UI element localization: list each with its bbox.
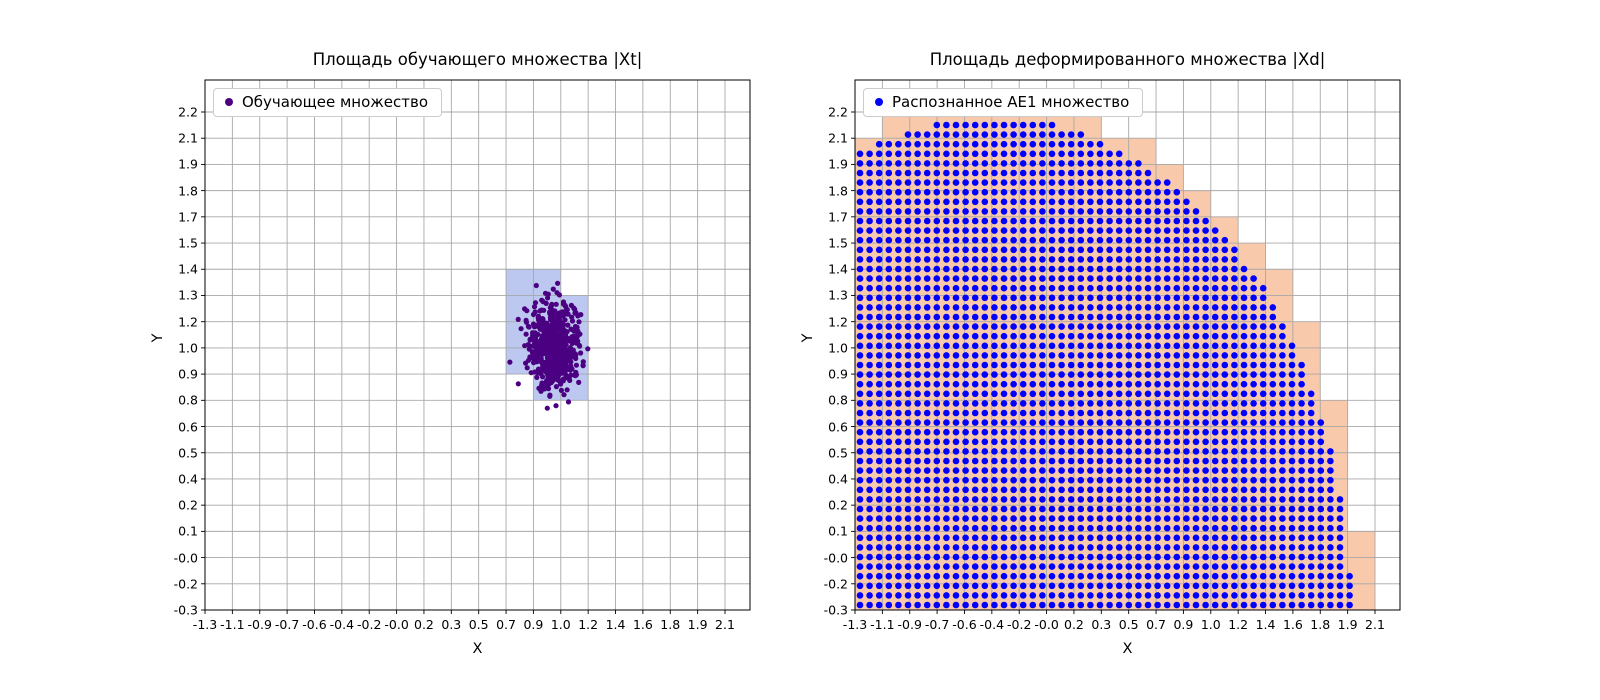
- legend-label: Распознанное AE1 множество: [892, 93, 1130, 111]
- legend-marker-dot: [225, 98, 233, 106]
- x-axis-tick-labels: -1.3 -1.1 -0.9 -0.7 -0.6 -0.4 -0.2 -0.0 0.2 0.3 0.…: [843, 617, 1400, 635]
- y-tick-label: 1.2: [178, 314, 198, 330]
- y-tick-label: -0.3: [173, 602, 198, 618]
- x-tick-label: 1.6: [632, 617, 653, 632]
- x-axis-label: X: [1122, 641, 1133, 657]
- x-tick-label: 1.0: [550, 617, 571, 632]
- x-tick-label: 1.4: [1255, 617, 1276, 632]
- y-tick-label: 0.2: [828, 497, 848, 513]
- x-tick-label: 1.0: [1200, 617, 1221, 632]
- y-tick-label: -0.2: [823, 576, 848, 592]
- x-axis-tick-labels: -1.3 -1.1 -0.9 -0.7 -0.6 -0.4 -0.2 -0.0 0.2 0.3 0.…: [193, 617, 750, 635]
- y-tick-label: 1.8: [178, 183, 198, 199]
- x-tick-label: -1.1: [220, 617, 245, 632]
- y-tick-label: 2.2: [178, 104, 198, 120]
- y-tick-label: 0.5: [178, 445, 198, 461]
- y-tick-label: 1.0: [178, 340, 198, 356]
- x-tick-label: 2.1: [715, 617, 735, 632]
- x-tick-label: 0.2: [1063, 617, 1084, 632]
- x-tick-label: 1.4: [605, 617, 626, 632]
- y-tick-label: 0.4: [828, 471, 848, 487]
- y-tick-label: 0.1: [828, 523, 848, 539]
- y-tick-label: 1.7: [828, 209, 848, 225]
- y-tick-label: -0.0: [173, 550, 198, 566]
- y-tick-label: 1.9: [178, 156, 198, 172]
- x-tick-label: 0.5: [468, 617, 489, 632]
- y-tick-label: 1.3: [828, 287, 848, 303]
- x-tick-label: -0.7: [274, 617, 300, 632]
- y-tick-label: 2.1: [828, 130, 848, 146]
- y-tick-label: 0.5: [828, 445, 848, 461]
- x-tick-label: -0.0: [384, 617, 409, 632]
- y-tick-label: 0.4: [178, 471, 198, 487]
- x-tick-label: 0.9: [523, 617, 544, 632]
- x-tick-label: -0.7: [924, 617, 950, 632]
- y-tick-label: 1.5: [178, 235, 198, 251]
- x-tick-label: 0.5: [1118, 617, 1139, 632]
- y-tick-label: 2.1: [178, 130, 198, 146]
- x-tick-label: -0.4: [329, 617, 355, 632]
- legend-marker-dot: [875, 98, 883, 106]
- x-tick-label: -0.0: [1034, 617, 1059, 632]
- y-tick-label: 1.3: [178, 287, 198, 303]
- y-axis-tick-labels: -0.3 -0.2 -0.0 0.1 0.2 0.4 0.5 0.6 0.8 0.9 1.0 1.2 1…: [134, 80, 198, 618]
- x-tick-label: -0.2: [1007, 617, 1032, 632]
- x-tick-label: 0.7: [1146, 617, 1166, 632]
- x-tick-label: 1.6: [1282, 617, 1303, 632]
- x-tick-label: 1.9: [687, 617, 708, 632]
- y-tick-label: -0.0: [823, 550, 848, 566]
- plot-area: Обучающее множество: [201, 79, 751, 614]
- x-tick-label: -0.6: [302, 617, 327, 632]
- y-tick-label: 2.2: [828, 104, 848, 120]
- y-tick-label: 1.5: [828, 235, 848, 251]
- y-tick-label: 0.8: [828, 392, 848, 408]
- y-tick-label: 0.8: [178, 392, 198, 408]
- legend-label: Обучающее множество: [242, 93, 429, 111]
- plot-area: Распознанное AE1 множество: [851, 79, 1401, 614]
- x-tick-label: 2.1: [1365, 617, 1385, 632]
- y-axis-tick-labels: -0.3 -0.2 -0.0 0.1 0.2 0.4 0.5 0.6 0.8 0.9 1.0 1.2 1…: [784, 80, 848, 618]
- x-tick-label: 0.3: [441, 617, 462, 632]
- y-tick-label: 0.6: [178, 419, 198, 435]
- y-tick-label: 0.6: [828, 419, 848, 435]
- x-tick-label: -1.3: [192, 617, 218, 632]
- y-tick-label: -0.2: [173, 576, 198, 592]
- y-tick-label: 1.7: [178, 209, 198, 225]
- x-tick-label: -1.1: [870, 617, 895, 632]
- y-tick-label: 1.4: [828, 261, 848, 277]
- x-tick-label: -0.2: [357, 617, 382, 632]
- x-axis-label: X: [472, 641, 483, 657]
- plot-canvas: [201, 79, 751, 614]
- y-tick-label: 0.9: [178, 366, 198, 382]
- y-tick-label: 0.1: [178, 523, 198, 539]
- y-tick-label: 1.8: [828, 183, 848, 199]
- x-tick-label: 1.9: [1337, 617, 1358, 632]
- y-tick-label: 0.9: [828, 366, 848, 382]
- x-tick-label: -1.3: [842, 617, 868, 632]
- legend: Распознанное AE1 множество: [863, 88, 1144, 117]
- plot-canvas: [851, 79, 1401, 614]
- y-tick-label: 1.2: [828, 314, 848, 330]
- legend: Обучающее множество: [213, 88, 443, 117]
- chart-title: Площадь обучающего множества |Xt|: [312, 50, 643, 69]
- y-tick-label: 1.4: [178, 261, 198, 277]
- x-tick-label: 1.8: [1310, 617, 1331, 632]
- x-tick-label: -0.6: [952, 617, 977, 632]
- x-tick-label: 0.9: [1173, 617, 1194, 632]
- x-tick-label: -0.4: [979, 617, 1005, 632]
- y-tick-label: 1.0: [828, 340, 848, 356]
- x-tick-label: -0.9: [897, 617, 922, 632]
- x-tick-label: 0.2: [413, 617, 434, 632]
- y-tick-label: 1.9: [828, 156, 848, 172]
- x-tick-label: 1.2: [1228, 617, 1249, 632]
- x-tick-label: 1.8: [660, 617, 681, 632]
- x-tick-label: 1.2: [578, 617, 599, 632]
- chart-title: Площадь деформированного множества |Xd|: [929, 50, 1326, 69]
- x-tick-label: 0.3: [1091, 617, 1112, 632]
- x-tick-label: 0.7: [496, 617, 516, 632]
- x-tick-label: -0.9: [247, 617, 272, 632]
- y-tick-label: 0.2: [178, 497, 198, 513]
- y-tick-label: -0.3: [823, 602, 848, 618]
